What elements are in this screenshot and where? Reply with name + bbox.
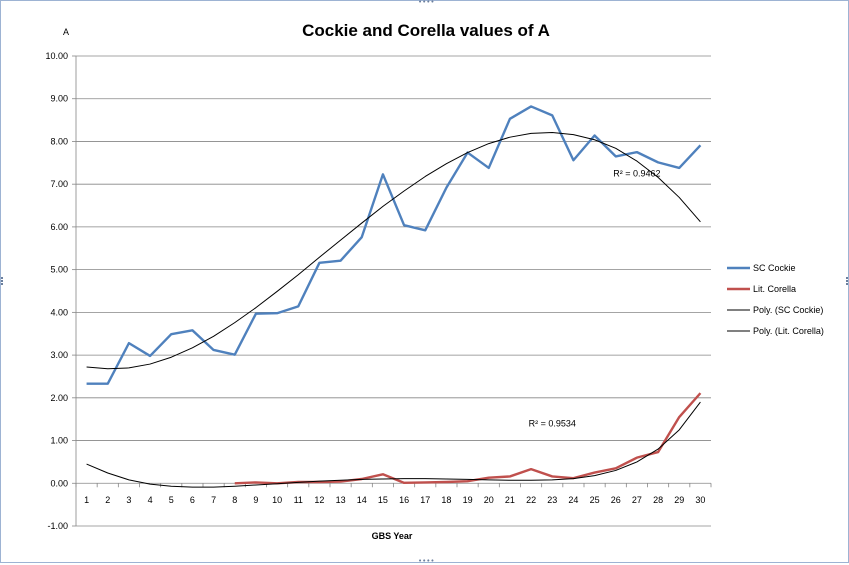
x-tick-label: 7 bbox=[211, 495, 216, 505]
x-tick-label: 18 bbox=[441, 495, 451, 505]
trendline-series-2[interactable] bbox=[86, 131, 701, 370]
y-tick-label: 8.00 bbox=[50, 136, 68, 146]
gridlines bbox=[76, 55, 711, 527]
chart-title: Cockie and Corella values of A bbox=[302, 21, 550, 40]
x-tick-label: 24 bbox=[568, 495, 578, 505]
y-tick-label: 2.00 bbox=[50, 393, 68, 403]
x-tick-label: 26 bbox=[611, 495, 621, 505]
x-tick-label: 14 bbox=[357, 495, 367, 505]
x-tick-label: 15 bbox=[378, 495, 388, 505]
resize-handle-bottom-icon[interactable]: •••• bbox=[418, 557, 435, 565]
x-tick-label: 30 bbox=[695, 495, 705, 505]
x-tick-label: 1 bbox=[84, 495, 89, 505]
x-tick-label: 27 bbox=[632, 495, 642, 505]
x-tick-label: 23 bbox=[547, 495, 557, 505]
y-tick-label: 10.00 bbox=[45, 51, 68, 61]
x-tick-label: 22 bbox=[526, 495, 536, 505]
legend-label: Poly. (SC Cockie) bbox=[753, 305, 823, 315]
axes: -1.00 0.00 1.00 2.00 3.00 4.00 5.00 6.00 7.00 8.0… bbox=[45, 51, 712, 531]
x-tick-label: 2 bbox=[105, 495, 110, 505]
y-tick-label: 4.00 bbox=[50, 307, 68, 317]
y-tick-label: -1.00 bbox=[47, 521, 68, 531]
x-tick-label: 16 bbox=[399, 495, 409, 505]
data-series-1[interactable] bbox=[234, 392, 702, 485]
x-tick-label: 10 bbox=[272, 495, 282, 505]
r-squared-label: R² = 0.9534 bbox=[529, 418, 576, 428]
legend-label: SC Cockie bbox=[753, 263, 796, 273]
resize-handle-right-icon[interactable] bbox=[846, 277, 849, 285]
resize-handle-top-icon[interactable]: •••• bbox=[418, 0, 435, 6]
y-tick-label: 5.00 bbox=[50, 265, 68, 275]
plot-series bbox=[86, 105, 702, 488]
y-axis-title: A bbox=[63, 27, 69, 37]
x-tick-label: 8 bbox=[232, 495, 237, 505]
x-tick-label: 3 bbox=[126, 495, 131, 505]
x-tick-label: 13 bbox=[336, 495, 346, 505]
y-tick-label: 9.00 bbox=[50, 94, 68, 104]
legend-label: Lit. Corella bbox=[753, 284, 796, 294]
x-tick-label: 20 bbox=[484, 495, 494, 505]
x-tick-label: 11 bbox=[294, 495, 303, 505]
x-tick-label: 12 bbox=[314, 495, 324, 505]
data-series-0[interactable] bbox=[86, 105, 702, 385]
y-tick-label: 1.00 bbox=[50, 436, 68, 446]
x-tick-label: 17 bbox=[420, 495, 430, 505]
x-tick-label: 5 bbox=[169, 495, 174, 505]
y-tick-label: 0.00 bbox=[50, 478, 68, 488]
x-tick-label: 6 bbox=[190, 495, 195, 505]
x-tick-label: 29 bbox=[674, 495, 684, 505]
r-squared-label: R² = 0.9462 bbox=[613, 169, 660, 179]
x-tick-label: 9 bbox=[253, 495, 258, 505]
x-tick-label: 19 bbox=[463, 495, 473, 505]
y-tick-label: 7.00 bbox=[50, 179, 68, 189]
resize-handle-left-icon[interactable] bbox=[1, 277, 6, 285]
y-tick-label: 6.00 bbox=[50, 222, 68, 232]
x-tick-label: 28 bbox=[653, 495, 663, 505]
legend: SC Cockie Lit. Corella Poly. (SC Cockie) Po… bbox=[727, 263, 824, 336]
trendline-series-3[interactable] bbox=[86, 401, 701, 488]
x-tick-label: 25 bbox=[590, 495, 600, 505]
legend-label: Poly. (Lit. Corella) bbox=[753, 326, 824, 336]
x-axis-title: GBS Year bbox=[372, 531, 413, 541]
x-tick-label: 4 bbox=[148, 495, 153, 505]
y-tick-label: 3.00 bbox=[50, 350, 68, 360]
annotations: R² = 0.9462 R² = 0.9534 bbox=[529, 169, 661, 429]
x-tick-label: 21 bbox=[505, 495, 515, 505]
